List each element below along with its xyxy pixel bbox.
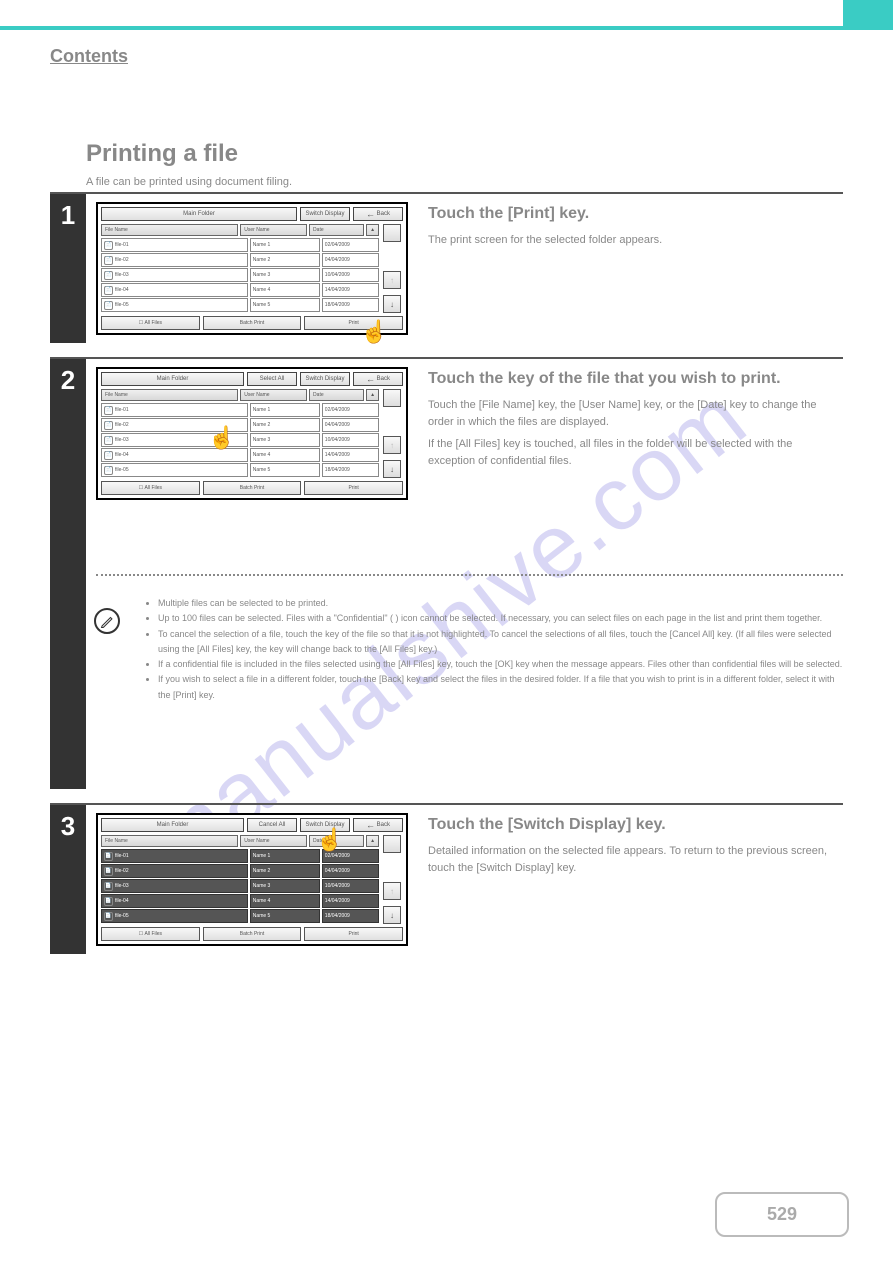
section-title: Printing a file (86, 140, 843, 168)
table-row[interactable]: 📄file-03 Name 3 10/04/2009 (101, 433, 379, 447)
panel1-up[interactable]: ↑ (383, 271, 401, 289)
panel3-ok[interactable] (383, 835, 401, 853)
panel2-head-user[interactable]: User Name (240, 389, 307, 401)
table-row[interactable]: 📄file-02 Name 2 04/04/2009 (101, 253, 379, 267)
note-icon (94, 608, 120, 634)
panel2-switch[interactable]: Switch Display (300, 372, 350, 386)
panel1-head-user[interactable]: User Name (240, 224, 307, 236)
panel1-ok[interactable] (383, 224, 401, 242)
panel3-head-name[interactable]: File Name (101, 835, 238, 847)
step-2-text1: Touch the [File Name] key, the [User Nam… (428, 397, 839, 430)
panel2-down[interactable]: ↓ (383, 460, 401, 478)
panel2-allfiles[interactable]: ☐ All Files (101, 481, 200, 495)
sort-icon[interactable]: ▲ (366, 224, 379, 236)
panel1-down[interactable]: ↓ (383, 295, 401, 313)
step-1-no: 1 (50, 194, 86, 343)
panel1-allfiles[interactable]: ☐ All Files (101, 316, 200, 330)
table-row[interactable]: 📄file-01 Name 1 02/04/2009 (101, 849, 379, 863)
panel2-select[interactable]: Select All (247, 372, 297, 386)
step-2: 2 Main Folder Select All Switch Display … (50, 357, 843, 789)
step-1-text: The print screen for the selected folder… (428, 232, 839, 249)
panel3-switch[interactable]: Switch Display (300, 818, 350, 832)
panel3-allfiles[interactable]: ☐ All Files (101, 927, 200, 941)
panel3-head-user[interactable]: User Name (240, 835, 307, 847)
step-3-text: Detailed information on the selected fil… (428, 843, 839, 876)
step-3: 3 Main Folder Cancel All Switch Display … (50, 803, 843, 954)
panel1-head-name[interactable]: File Name (101, 224, 238, 236)
panel2-batch[interactable]: Batch Print (203, 481, 302, 495)
panel1-head-date[interactable]: Date (309, 224, 364, 236)
panel3-batch[interactable]: Batch Print (203, 927, 302, 941)
step-3-no: 3 (50, 805, 86, 954)
table-row[interactable]: 📄file-02 Name 2 04/04/2009 (101, 864, 379, 878)
table-row[interactable]: 📄file-04 Name 4 14/04/2009 (101, 894, 379, 908)
panel1-batch[interactable]: Batch Print (203, 316, 302, 330)
step-3-panel: Main Folder Cancel All Switch Display ← … (96, 813, 408, 946)
step-1-panel: Main Folder Switch Display ← Back File N… (96, 202, 408, 335)
panel2-back[interactable]: ← Back (353, 372, 403, 386)
header-line (0, 26, 893, 30)
panel2-head-date[interactable]: Date (309, 389, 364, 401)
panel1-title: Main Folder (101, 207, 297, 221)
panel3-back[interactable]: ← Back (353, 818, 403, 832)
table-row[interactable]: 📄file-02 Name 2 04/04/2009 (101, 418, 379, 432)
table-row[interactable]: 📄file-01 Name 1 02/04/2009 (101, 238, 379, 252)
sort-icon[interactable]: ▲ (366, 835, 379, 847)
dashed-line (96, 574, 843, 576)
panel2-title: Main Folder (101, 372, 244, 386)
panel3-up[interactable]: ↑ (383, 882, 401, 900)
panel3-print[interactable]: Print (304, 927, 403, 941)
panel1-print[interactable]: Print (304, 316, 403, 330)
note-line: If a confidential file is included in th… (158, 657, 843, 672)
step-3-heading: Touch the [Switch Display] key. (428, 813, 839, 837)
note-line: Multiple files can be selected to be pri… (158, 596, 843, 611)
step-2-no: 2 (50, 359, 86, 789)
panel3-down[interactable]: ↓ (383, 906, 401, 924)
table-row[interactable]: 📄file-05 Name 5 18/04/2009 (101, 463, 379, 477)
sort-icon[interactable]: ▲ (366, 389, 379, 401)
step-2-heading: Touch the key of the file that you wish … (428, 367, 839, 391)
panel3-select[interactable]: Cancel All (247, 818, 297, 832)
table-row[interactable]: 📄file-05 Name 5 18/04/2009 (101, 909, 379, 923)
step-2-panel: Main Folder Select All Switch Display ← … (96, 367, 408, 500)
step-2-text2: If the [All Files] key is touched, all f… (428, 436, 839, 469)
page-number: 529 (715, 1192, 849, 1237)
panel3-head-date[interactable]: Date (309, 835, 364, 847)
panel2-up[interactable]: ↑ (383, 436, 401, 454)
table-row[interactable]: 📄file-03 Name 3 10/04/2009 (101, 268, 379, 282)
panel3-title: Main Folder (101, 818, 244, 832)
step-1-heading: Touch the [Print] key. (428, 202, 839, 226)
note-line: Up to 100 files can be selected. Files w… (158, 611, 843, 626)
panel1-back[interactable]: ← Back (353, 207, 403, 221)
contents-link[interactable]: Contents (50, 46, 128, 67)
table-row[interactable]: 📄file-01 Name 1 02/04/2009 (101, 403, 379, 417)
section-sub: A file can be printed using document fil… (86, 176, 843, 188)
note-line: If you wish to select a file in a differ… (158, 672, 843, 703)
panel2-print[interactable]: Print (304, 481, 403, 495)
note-text: Multiple files can be selected to be pri… (144, 596, 843, 703)
table-row[interactable]: 📄file-03 Name 3 10/04/2009 (101, 879, 379, 893)
panel2-ok[interactable] (383, 389, 401, 407)
table-row[interactable]: 📄file-04 Name 4 14/04/2009 (101, 283, 379, 297)
table-row[interactable]: 📄file-05 Name 5 18/04/2009 (101, 298, 379, 312)
panel1-switch[interactable]: Switch Display (300, 207, 350, 221)
table-row[interactable]: 📄file-04 Name 4 14/04/2009 (101, 448, 379, 462)
header-accent (843, 0, 893, 30)
note-line: To cancel the selection of a file, touch… (158, 627, 843, 658)
panel2-head-name[interactable]: File Name (101, 389, 238, 401)
step-1: 1 Main Folder Switch Display ← Back File… (50, 192, 843, 343)
